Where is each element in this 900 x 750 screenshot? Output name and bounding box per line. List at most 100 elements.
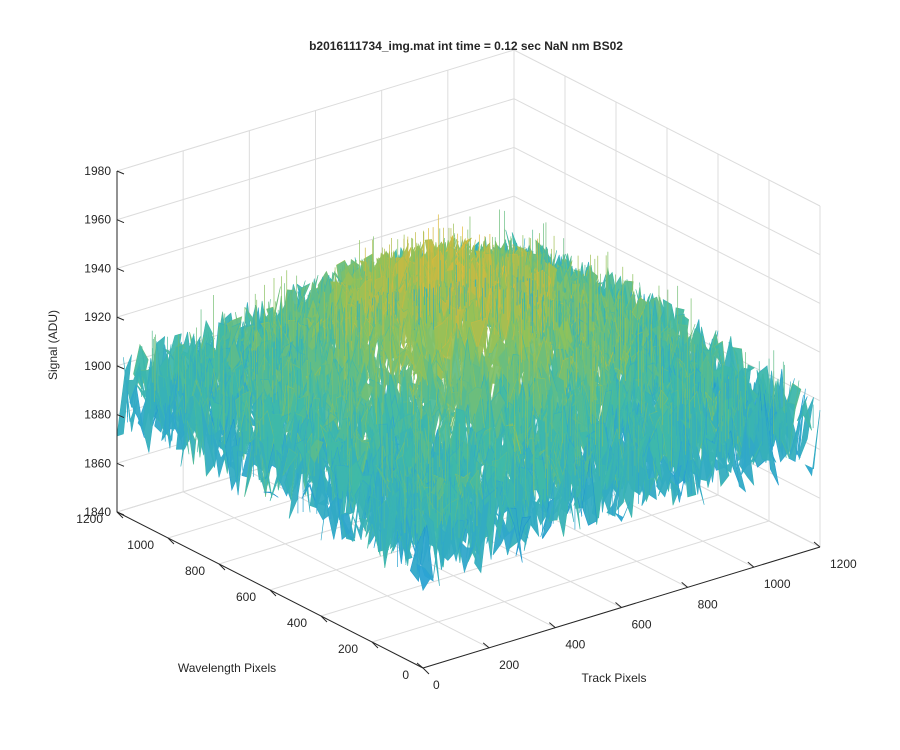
track-tick-mark (416, 662, 424, 669)
surface-patch (288, 457, 305, 519)
track-tick-mark (747, 561, 755, 568)
wavelength-tick-mark (269, 589, 277, 597)
z-axis-label: Signal (ADU) (46, 310, 60, 380)
surface-patch (413, 494, 430, 562)
surface-patch (457, 538, 474, 574)
wavelength-tick-label: 0 (402, 668, 409, 682)
wavelength-tick-mark (116, 511, 124, 519)
surface-patch (424, 512, 440, 586)
surface-layer (116, 209, 821, 592)
gridline-back-wall-z (116, 98, 515, 221)
surface-patch (321, 412, 338, 429)
surface-patch (250, 433, 266, 495)
z-tick-label: 1840 (84, 505, 111, 519)
surface-patch (375, 465, 391, 493)
track-tick-label: 200 (499, 658, 519, 672)
chart-title: b2016111734_img.mat int time = 0.12 sec … (309, 39, 623, 53)
surface-patch (798, 397, 814, 460)
gridline-side-wall-z (513, 49, 821, 207)
track-tick-label: 0 (433, 678, 440, 692)
gridline-back-wall-z (116, 49, 515, 172)
surface-patch (523, 477, 540, 551)
track-tick-label: 800 (698, 597, 718, 611)
tick-layer: 1840 1860 1880 1900 1920 1940 1960 1980 0 200 400 6… (76, 164, 857, 692)
surface-patch (346, 479, 362, 543)
surface-patch (295, 439, 311, 513)
surface-patch (664, 427, 680, 506)
wavelength-tick-mark (320, 615, 328, 623)
surface-patch (804, 410, 821, 477)
z-tick-mark (116, 219, 125, 224)
gridline-side-wall-z (513, 146, 821, 304)
z-tick-mark (116, 267, 125, 272)
surface-patch (382, 315, 399, 374)
surface-patch (358, 477, 375, 532)
surface-patch (257, 435, 273, 498)
surface-patch (430, 399, 446, 427)
surface-patch (409, 526, 426, 583)
z-tick-mark (116, 170, 125, 175)
gridline-floor-y (320, 494, 719, 617)
track-axis-label: Track Pixels (582, 671, 647, 685)
surface-patch (788, 394, 804, 462)
surface-patch (400, 341, 416, 372)
gridline-floor-y (371, 520, 770, 643)
surface-patch (431, 336, 447, 371)
surface-patch (167, 378, 183, 451)
gridline-side-wall-z (513, 195, 821, 353)
surface-patch (639, 439, 656, 502)
z-tick-mark (116, 414, 125, 419)
gridline-side-wall-z (513, 98, 821, 256)
track-tick-mark (615, 602, 622, 608)
surface-patch (598, 454, 614, 490)
surface-patch (217, 371, 234, 444)
track-tick-mark (549, 622, 556, 629)
wavelength-tick-mark (167, 537, 175, 545)
track-tick-mark (482, 642, 490, 649)
surface-patch (730, 407, 747, 493)
surface-patch (742, 401, 758, 459)
wavelength-tick-label: 200 (338, 642, 358, 656)
surface-patch (397, 507, 413, 561)
gridline-back-wall-z (116, 146, 515, 269)
track-tick-label: 1000 (764, 577, 791, 591)
wavelength-tick-mark (422, 667, 430, 675)
surface-patch (672, 459, 688, 503)
surface-patch (540, 476, 556, 537)
gridline-back-wall-z (116, 195, 515, 318)
surface-patch (533, 457, 550, 508)
track-tick-label: 400 (565, 638, 585, 652)
wavelength-tick-mark (371, 641, 379, 649)
z-tick-label: 1860 (84, 456, 111, 470)
surface-patch (645, 362, 662, 380)
z-tick-label: 1900 (84, 359, 111, 373)
surface-patch (358, 382, 375, 403)
wavelength-tick-label: 1200 (76, 512, 103, 526)
wavelength-tick-label: 1000 (127, 538, 154, 552)
wavelength-tick-label: 600 (236, 590, 256, 604)
track-tick-mark (681, 581, 688, 588)
surface-patch (390, 528, 407, 555)
z-tick-mark (116, 316, 125, 321)
surface-patch (346, 376, 362, 409)
track-tick-mark (813, 541, 821, 548)
z-tick-mark (116, 462, 125, 467)
surface-patch (507, 507, 523, 563)
surface-patch (395, 298, 411, 333)
surface-patch (614, 501, 631, 522)
surface-patch (416, 563, 432, 592)
z-tick-label: 1960 (84, 213, 111, 227)
surface-patch (352, 494, 368, 540)
surface-patch (738, 419, 755, 487)
surface-patch (647, 427, 664, 485)
z-tick-label: 1940 (84, 261, 111, 275)
wavelength-axis-label: Wavelength Pixels (178, 661, 276, 675)
surface-patch (282, 448, 298, 476)
surface-patch (681, 429, 697, 498)
surface-patch (474, 499, 490, 574)
surface-patch (470, 317, 487, 350)
z-tick-label: 1880 (84, 408, 111, 422)
surface-patch (212, 432, 228, 478)
wavelength-tick-label: 400 (287, 616, 307, 630)
